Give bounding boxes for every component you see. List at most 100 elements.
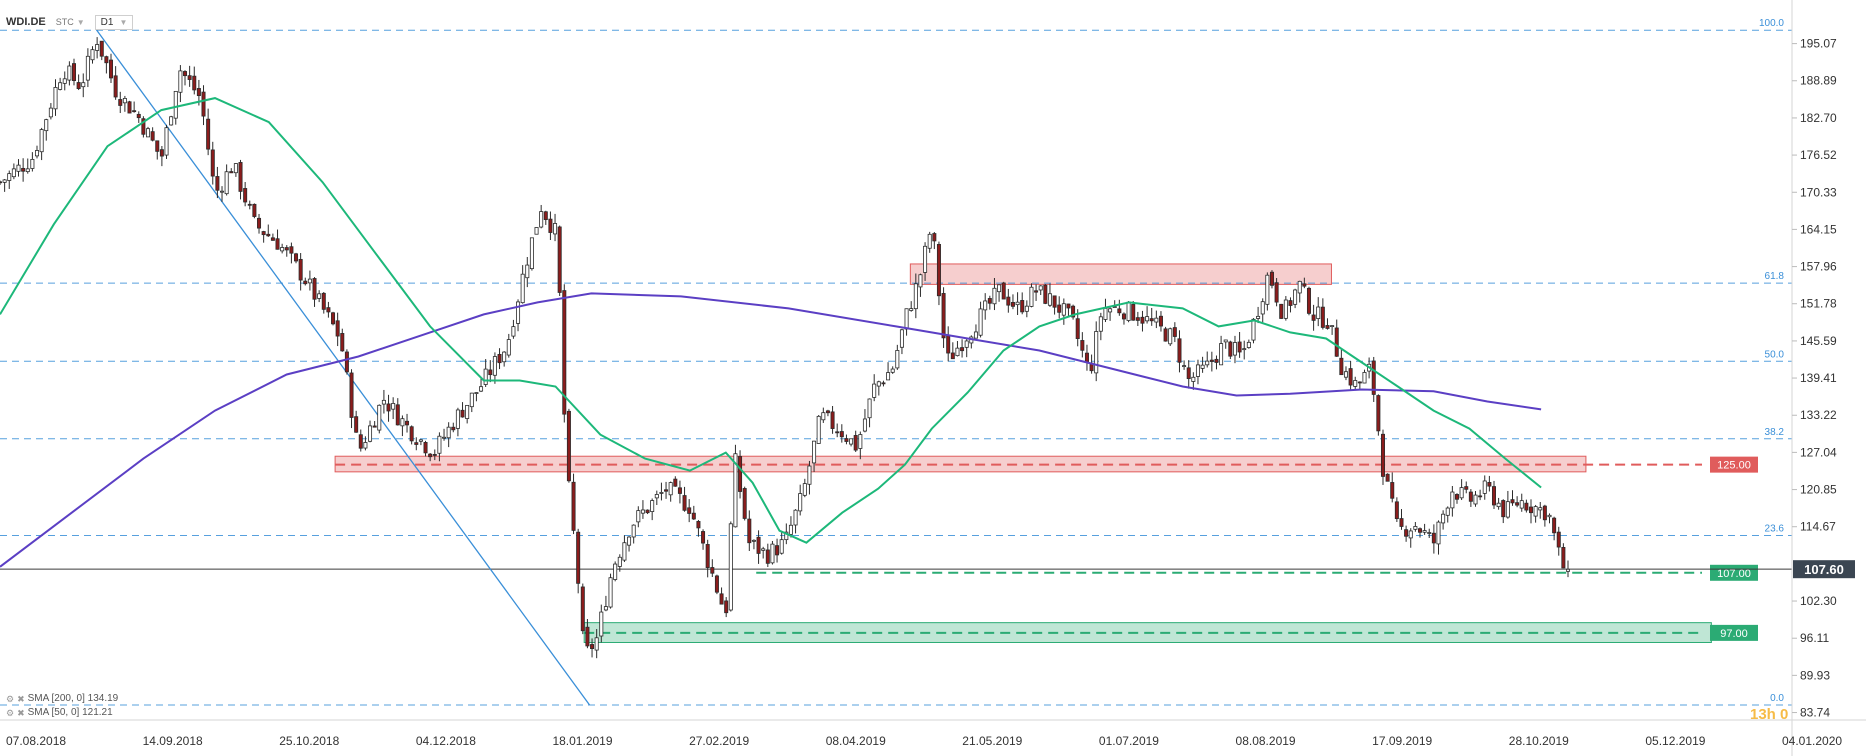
candle-body — [927, 233, 932, 249]
candle-body — [1510, 499, 1515, 504]
x-tick-label: 05.12.2019 — [1645, 734, 1705, 748]
candle-body — [30, 158, 35, 169]
candle-body — [109, 59, 114, 79]
candle-body — [1279, 303, 1284, 319]
candle-body — [136, 113, 141, 119]
candle-body — [691, 512, 696, 520]
candle-body — [381, 399, 386, 405]
fib-level-label: 61.8 — [1765, 271, 1785, 282]
candle-body — [368, 425, 373, 442]
candle-body — [1556, 531, 1561, 548]
candle-body — [275, 238, 280, 250]
close-icon[interactable]: ✖ — [17, 694, 25, 704]
settings-icon[interactable]: ⚙ — [6, 694, 15, 704]
candle-body — [118, 99, 123, 106]
candle-body — [192, 75, 197, 91]
candle-body — [636, 510, 641, 523]
candle-body — [793, 509, 798, 526]
candle-body — [1075, 318, 1080, 339]
candle-body — [520, 273, 525, 304]
candle-body — [613, 563, 618, 580]
candle-body — [1269, 271, 1274, 286]
candle-body — [437, 435, 442, 454]
x-tick-label: 18.01.2019 — [552, 734, 612, 748]
candle-body — [677, 487, 682, 494]
candle-body — [1524, 502, 1529, 511]
x-tick-label: 04.01.2020 — [1782, 734, 1842, 748]
data-source[interactable]: STC ▼ — [56, 17, 85, 27]
legend-item-sma50[interactable]: ⚙ ✖ SMA [50, 0] 121.21 — [6, 706, 118, 720]
candle-body — [201, 91, 206, 117]
candle-body — [1487, 482, 1492, 487]
candle-body — [169, 116, 174, 126]
candle-body — [978, 308, 983, 336]
candle-body — [1084, 352, 1089, 363]
y-tick-label: 96.11 — [1800, 631, 1829, 645]
candle-body — [1566, 568, 1571, 572]
candle-body — [1177, 338, 1182, 363]
timeframe-select[interactable]: D1 ▼ — [94, 14, 134, 30]
candle-body — [1454, 494, 1459, 500]
candle-body — [525, 264, 530, 279]
candle-body — [705, 544, 710, 569]
candle-body — [1343, 371, 1348, 378]
close-icon[interactable]: ✖ — [17, 708, 25, 718]
candle-body — [1538, 507, 1543, 511]
sma-layer — [0, 97, 1542, 568]
level-label: 107.00 — [1717, 568, 1751, 580]
candle-body — [284, 247, 289, 251]
candle-body — [812, 440, 817, 464]
source-label: STC — [55, 17, 74, 27]
candle-body — [1547, 514, 1552, 518]
candle-body — [1145, 316, 1150, 322]
candle-body — [770, 543, 775, 564]
candle-body — [1121, 313, 1126, 320]
candle-body — [483, 368, 488, 385]
candle-body — [788, 524, 793, 535]
candle-body — [511, 326, 516, 337]
legend-item-sma200[interactable]: ⚙ ✖ SMA [200, 0] 134.19 — [6, 692, 118, 706]
candle-body — [571, 481, 576, 531]
candle-body — [738, 456, 743, 492]
y-tick-label: 164.15 — [1800, 222, 1837, 236]
candle-body — [442, 436, 447, 439]
resistance-zone — [909, 263, 1332, 285]
candle-body — [918, 274, 923, 288]
settings-icon[interactable]: ⚙ — [6, 708, 15, 718]
candle-body — [1209, 359, 1214, 362]
candle-body — [756, 536, 761, 554]
candle-body — [1024, 305, 1029, 312]
candle-body — [603, 606, 608, 611]
candle-body — [127, 101, 132, 114]
candle-body — [719, 593, 724, 605]
candle-body — [1330, 325, 1335, 328]
candle-body — [1404, 529, 1409, 537]
candle-body — [566, 410, 571, 482]
x-tick-label: 14.09.2018 — [143, 734, 203, 748]
candle-body — [673, 478, 678, 487]
candle-body — [1182, 365, 1187, 367]
candle-body — [872, 383, 877, 398]
candle-body — [714, 575, 719, 593]
chevron-down-icon: ▼ — [76, 17, 85, 27]
candle-body — [11, 168, 16, 178]
candle-body — [1302, 283, 1307, 287]
ticker-symbol[interactable]: WDI.DE — [6, 16, 46, 28]
candle-body — [553, 223, 558, 235]
candle-body — [562, 290, 567, 415]
candle-body — [294, 253, 299, 262]
zones-layer — [334, 263, 1712, 643]
candles-layer — [0, 37, 1571, 659]
candle-body — [220, 190, 225, 193]
candle-body — [1006, 296, 1011, 306]
candle-body — [1172, 327, 1177, 337]
candle-body — [1306, 287, 1311, 314]
candle-body — [257, 217, 262, 229]
candle-body — [1043, 284, 1048, 304]
candle-body — [1385, 473, 1390, 482]
candle-body — [72, 63, 77, 81]
chart-toolbar: WDI.DE STC ▼ D1 ▼ — [6, 14, 134, 30]
candle-body — [506, 339, 511, 356]
y-tick-label: 188.89 — [1800, 74, 1837, 88]
